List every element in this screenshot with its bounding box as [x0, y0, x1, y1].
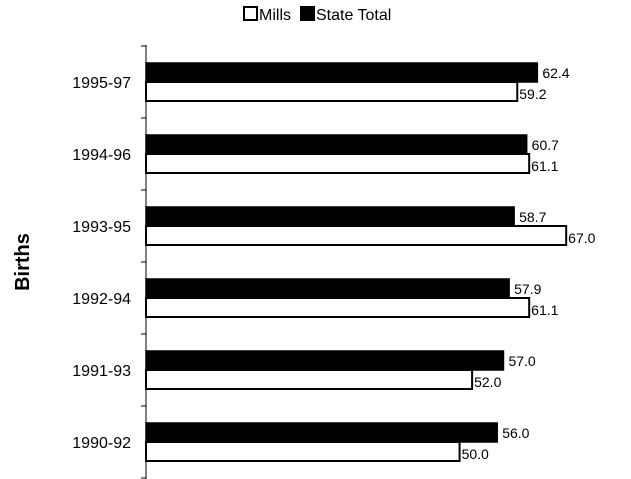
bars: 62.4 59.2 60.7 61.1 58.7 67.0 57.9 61.1 57.0 52.0… [145, 62, 596, 462]
data-label-mills: 59.2 [519, 86, 546, 102]
category-label: 1990-92 [72, 435, 131, 452]
category-label: 1991-93 [72, 363, 131, 380]
data-label-state-total: 60.7 [532, 137, 559, 153]
bar-state-total [145, 422, 498, 443]
category-label: 1995-97 [72, 75, 131, 92]
legend-label: Mills [259, 7, 291, 24]
category-label: 1993-95 [72, 219, 131, 236]
bar-mills [145, 225, 568, 246]
data-label-mills: 61.1 [531, 158, 558, 174]
bar-mills [145, 153, 531, 174]
data-label-state-total: 56.0 [502, 425, 529, 441]
data-label-mills: 52.0 [474, 374, 501, 390]
bar-state-total [145, 134, 528, 155]
bar-state-total [145, 206, 515, 227]
data-label-state-total: 57.0 [508, 353, 535, 369]
bar-mills [145, 369, 474, 390]
bar-state-total [145, 350, 505, 371]
category-axis: 1995-97 1994-96 1993-95 1992-94 1991-93 1990-… [72, 45, 147, 479]
legend: Mills State Total [243, 6, 391, 24]
bar-state-total [145, 62, 539, 83]
y-axis-title: Births [12, 233, 34, 291]
category-label: 1992-94 [72, 291, 131, 308]
bar-mills [145, 297, 531, 318]
legend-swatch [300, 6, 315, 21]
data-label-mills: 50.0 [462, 446, 489, 462]
data-label-mills: 67.0 [568, 230, 595, 246]
bar-mills [145, 81, 519, 102]
category-label: 1994-96 [72, 147, 131, 164]
data-label-state-total: 62.4 [542, 65, 569, 81]
legend-swatch [243, 6, 258, 21]
data-label-state-total: 58.7 [519, 209, 546, 225]
bar-mills [145, 441, 461, 462]
data-label-mills: 61.1 [531, 302, 558, 318]
data-label-state-total: 57.9 [514, 281, 541, 297]
legend-label: State Total [316, 7, 391, 24]
bar-state-total [145, 278, 510, 299]
